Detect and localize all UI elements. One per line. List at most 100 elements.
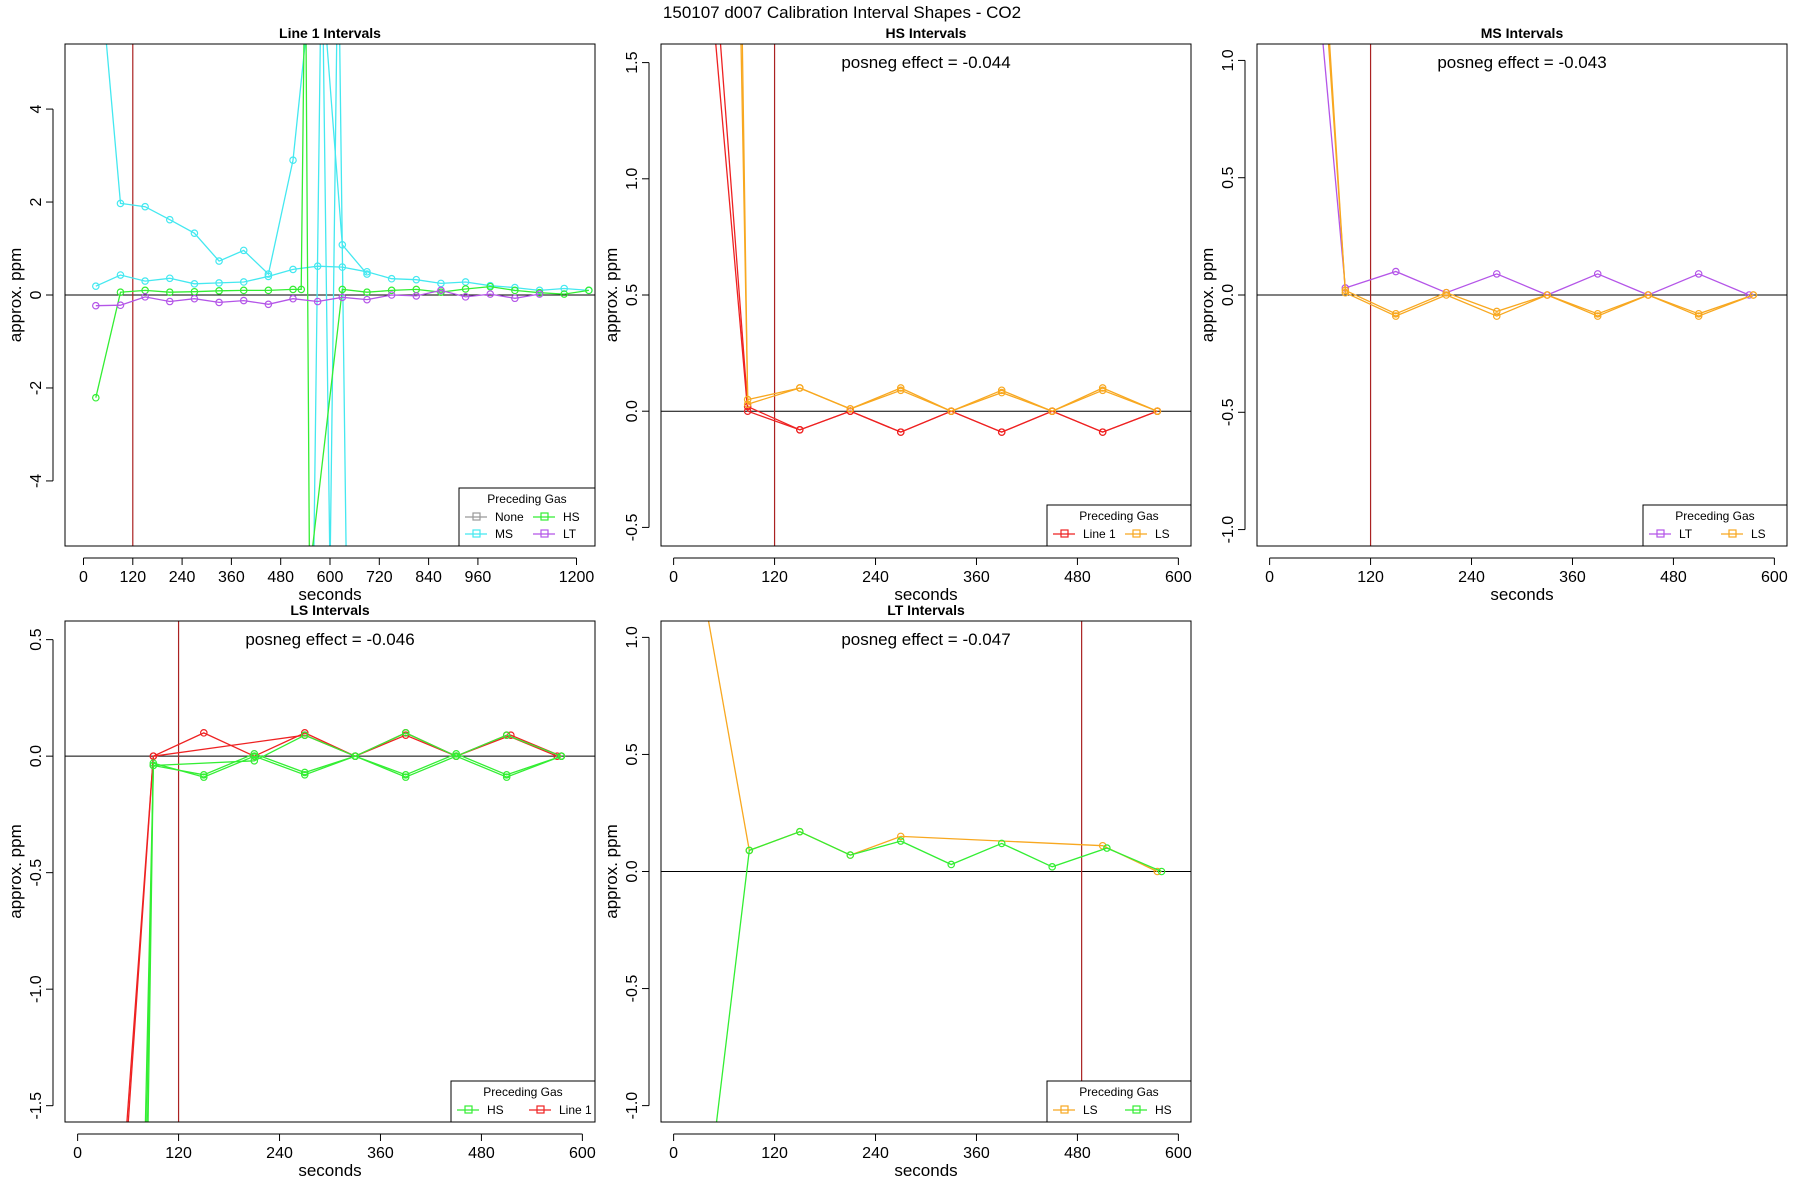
data-point xyxy=(215,257,223,265)
legend-marker xyxy=(1132,529,1141,538)
x-tick-label: 600 xyxy=(1761,569,1788,586)
data-point xyxy=(1492,270,1501,278)
x-tick-label: 480 xyxy=(267,569,294,586)
data-point xyxy=(1098,386,1107,395)
x-tick-label: 600 xyxy=(1165,569,1192,586)
figure-title: 150107 d007 Calibration Interval Shapes … xyxy=(663,3,1021,22)
legend-title: Preceding Gas xyxy=(483,1085,562,1099)
x-axis-label: seconds xyxy=(298,1161,361,1180)
data-point xyxy=(1442,291,1451,299)
data-point xyxy=(997,388,1006,397)
y-tick-label: -1.0 xyxy=(28,975,45,1003)
data-point xyxy=(1749,291,1758,299)
data-point xyxy=(387,274,396,283)
y-tick-label: -0.5 xyxy=(1220,398,1237,426)
panel-title: Line 1 Intervals xyxy=(279,25,381,41)
data-point xyxy=(401,770,410,779)
data-point xyxy=(363,288,371,297)
series-line xyxy=(105,44,368,276)
legend-marker xyxy=(536,1105,545,1114)
legend-marker xyxy=(1728,529,1737,538)
data-point xyxy=(502,731,511,739)
plot-area xyxy=(65,44,595,546)
panel-title: MS Intervals xyxy=(1481,25,1564,41)
x-tick-label: 600 xyxy=(569,1145,596,1162)
data-point xyxy=(338,263,347,271)
panel-title: LT Intervals xyxy=(887,602,965,618)
y-tick-label: -2 xyxy=(28,381,45,395)
data-point xyxy=(297,285,306,294)
legend-title: Preceding Gas xyxy=(1675,509,1754,523)
data-point xyxy=(1694,270,1703,278)
panel-hs: HS Intervals posneg effect = -0.044 0 120 24… xyxy=(602,25,1192,604)
series-ms xyxy=(313,44,347,546)
data-point xyxy=(511,294,519,303)
data-point xyxy=(1157,867,1166,876)
posneg-annotation: posneg effect = -0.047 xyxy=(841,630,1010,649)
data-point xyxy=(92,301,100,310)
data-point xyxy=(300,731,309,739)
data-point xyxy=(363,267,371,276)
legend: Preceding Gas HS Line 1 xyxy=(450,1080,596,1123)
data-point xyxy=(896,386,905,395)
series-line xyxy=(740,44,1158,412)
data-point xyxy=(1492,312,1501,320)
posneg-annotation: posneg effect = -0.044 xyxy=(841,53,1010,72)
legend-box xyxy=(1642,504,1788,547)
series-ls xyxy=(1327,44,1758,318)
legend-entry: MS xyxy=(465,527,513,541)
y-tick-label: 0.5 xyxy=(1220,166,1237,188)
legend-box xyxy=(1046,1080,1192,1123)
legend-label: MS xyxy=(495,527,513,541)
data-point xyxy=(461,285,470,293)
data-point xyxy=(997,839,1006,848)
data-point xyxy=(1103,844,1111,852)
data-point xyxy=(1098,384,1107,392)
legend-entry: LS xyxy=(1053,1103,1098,1117)
y-axis-label: approx. ppm xyxy=(6,248,25,343)
data-point xyxy=(200,773,208,781)
data-point xyxy=(1593,309,1602,318)
series-line xyxy=(95,44,589,546)
legend-label: LS xyxy=(1155,527,1170,541)
y-tick-label: 0.0 xyxy=(1220,284,1237,306)
data-point xyxy=(1593,270,1602,278)
data-point xyxy=(264,272,273,281)
panel-title: LS Intervals xyxy=(290,602,370,618)
data-point xyxy=(846,405,855,413)
legend-marker xyxy=(1060,529,1069,538)
data-point xyxy=(585,286,593,295)
series-hs xyxy=(144,750,566,1122)
data-point xyxy=(387,291,396,299)
posneg-annotation: posneg effect = -0.046 xyxy=(245,630,414,649)
legend-marker xyxy=(1060,1105,1069,1114)
legend-marker xyxy=(472,512,481,521)
x-tick-label: 240 xyxy=(862,1145,889,1162)
data-point xyxy=(412,292,421,300)
y-axis-label: approx. ppm xyxy=(602,824,621,919)
data-point xyxy=(796,827,804,836)
y-tick-label: 0.0 xyxy=(624,860,641,882)
posneg-annotation: posneg effect = -0.043 xyxy=(1437,53,1606,72)
x-tick-label: 0 xyxy=(1265,569,1274,586)
y-tick-label: -4 xyxy=(28,474,45,488)
data-point xyxy=(1048,407,1056,416)
legend: Preceding Gas LT LS xyxy=(1642,504,1788,547)
data-point xyxy=(1341,288,1350,297)
data-point xyxy=(846,407,855,416)
data-point xyxy=(947,860,956,869)
y-tick-label: -0.5 xyxy=(28,859,45,887)
series-line xyxy=(1327,44,1754,315)
x-tick-label: 360 xyxy=(1559,569,1586,586)
data-point xyxy=(289,285,297,294)
plot-area xyxy=(1257,44,1787,546)
data-point xyxy=(846,851,855,859)
legend-entry: Line 1 xyxy=(529,1103,592,1117)
legend-entry: LT xyxy=(1649,527,1693,541)
panel-ms: MS Intervals posneg effect = -0.043 0 120 24… xyxy=(1198,25,1788,604)
data-point xyxy=(215,298,223,307)
data-point xyxy=(300,770,309,779)
data-point xyxy=(239,296,248,305)
data-point xyxy=(796,384,804,392)
data-point xyxy=(289,294,297,303)
